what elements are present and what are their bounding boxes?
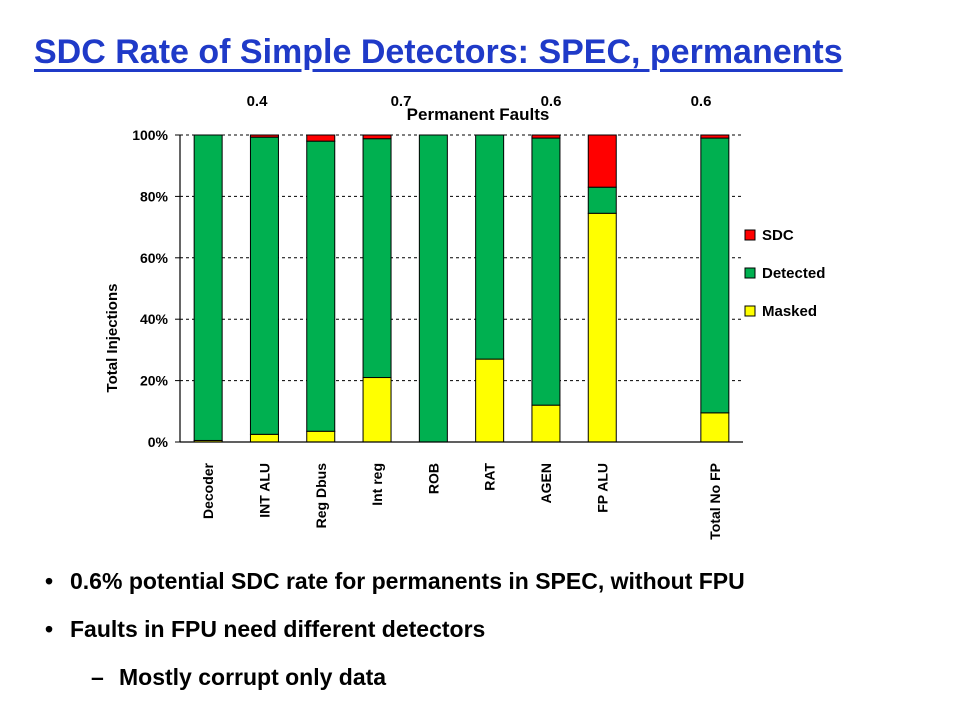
bar-segment-detected	[362, 138, 392, 379]
x-tick-label: INT ALU	[256, 463, 272, 518]
bar-segment-detected	[418, 134, 448, 443]
legend-swatch	[744, 305, 756, 317]
bullet-text: 0.6% potential SDC rate for permanents i…	[70, 568, 745, 594]
bar-segment-sdc	[531, 134, 561, 139]
bar-segment-detected	[531, 137, 561, 406]
x-tick-label: AGEN	[538, 463, 554, 503]
slide-title: SDC Rate of Simple Detectors: SPEC, perm…	[34, 33, 843, 71]
bar-segment-sdc	[587, 134, 617, 188]
x-tick-label: Reg Dbus	[313, 463, 329, 529]
bullet-item: • Faults in FPU need different detectors	[45, 616, 486, 643]
legend-swatch	[744, 229, 756, 241]
y-tick-label: 100%	[132, 127, 168, 143]
x-tick-label: RAT	[482, 463, 498, 491]
axes	[179, 135, 743, 443]
y-axis-label: Total Injections	[104, 284, 121, 393]
legend-label: SDC	[762, 227, 794, 244]
y-tick-label: 80%	[140, 188, 169, 204]
x-tick-label: Int reg	[369, 463, 385, 506]
y-axis-ticks: 0% 20% 40% 60% 80% 100%	[132, 127, 180, 450]
bar-segment-detected	[193, 134, 223, 441]
bar-segment-detected	[249, 136, 279, 435]
chart-title: Permanent Faults	[407, 105, 550, 124]
bar-segment-masked	[531, 404, 561, 443]
bullet-text: Mostly corrupt only data	[119, 664, 387, 690]
x-tick-label: Total No FP	[707, 463, 723, 540]
stacked-bar-chart: 0.4 0.7 0.6 0.6 Permanent Faults Total I…	[104, 93, 825, 540]
bullet-marker: •	[45, 616, 54, 642]
bar-segment-detected	[587, 186, 617, 214]
y-tick-label: 40%	[140, 311, 169, 327]
legend-label: Masked	[762, 303, 817, 320]
annotation-label: 0.6	[541, 93, 562, 110]
bullet-marker: –	[91, 664, 104, 690]
bar-segment-masked	[475, 358, 505, 443]
bar-segment-masked	[306, 430, 336, 443]
gridlines	[180, 134, 743, 382]
bullet-item: – Mostly corrupt only data	[91, 664, 387, 691]
legend-label: Detected	[762, 265, 825, 282]
annotation-label: 0.4	[247, 93, 269, 110]
bar-segment-detected	[700, 137, 730, 414]
legend: SDC Detected Masked	[744, 227, 825, 320]
bar-segment-sdc	[249, 134, 279, 138]
annotation-label: 0.6	[691, 93, 712, 110]
x-tick-label: FP ALU	[594, 463, 610, 513]
bar-segment-masked	[362, 377, 392, 443]
bar-segment-sdc	[362, 134, 392, 140]
bar-segment-masked	[249, 433, 279, 443]
y-tick-label: 0%	[148, 434, 169, 450]
annotation-label: 0.7	[391, 93, 412, 110]
bars	[193, 134, 730, 443]
y-tick-label: 20%	[140, 373, 169, 389]
legend-swatch	[744, 267, 756, 279]
bullet-item: • 0.6% potential SDC rate for permanents…	[45, 568, 745, 595]
y-tick-label: 60%	[140, 250, 169, 266]
x-tick-label: ROB	[425, 463, 441, 494]
bar-segment-detected	[475, 134, 505, 360]
x-axis-labels: Decoder INT ALU Reg Dbus Int reg ROB RAT AGEN F…	[200, 462, 723, 539]
bullet-marker: •	[45, 568, 54, 594]
bar-segment-sdc	[700, 134, 730, 139]
x-tick-label: Decoder	[200, 462, 216, 519]
bar-segment-detected	[306, 140, 336, 432]
bullet-text: Faults in FPU need different detectors	[70, 616, 486, 642]
bar-segment-masked	[700, 412, 730, 443]
bar-segment-sdc	[306, 134, 336, 142]
chart-annotations: 0.4 0.7 0.6 0.6	[247, 93, 712, 110]
bar-segment-masked	[587, 212, 617, 443]
